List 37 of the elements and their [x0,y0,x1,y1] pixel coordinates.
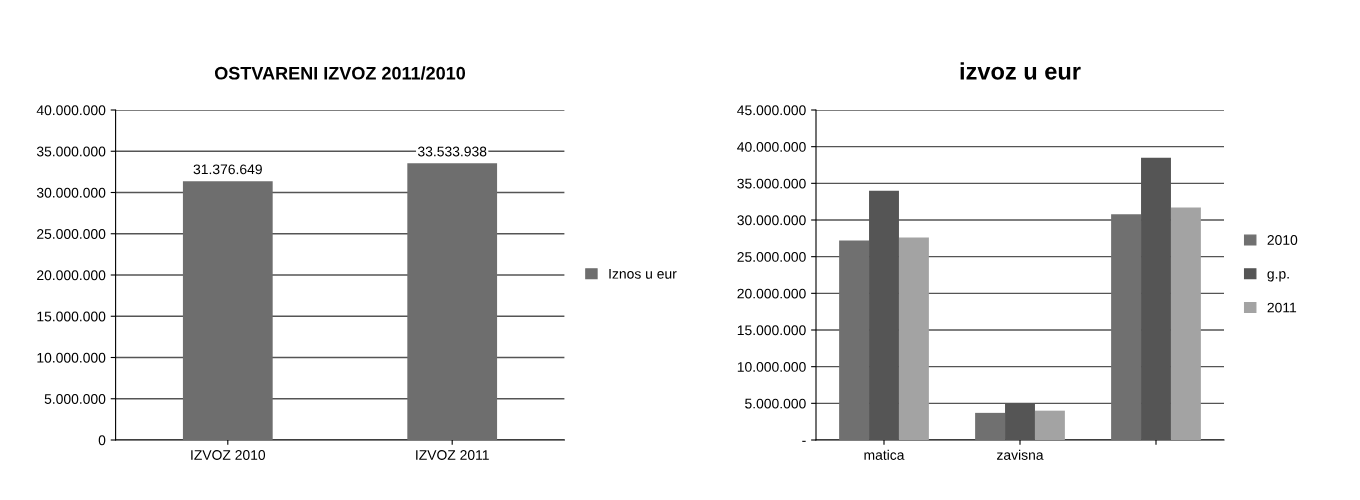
y-tick-label: 25.000.000 [37,229,106,239]
bar [1170,207,1201,440]
bar [839,240,870,440]
y-tick-label: 35.000.000 [737,178,806,189]
y-tick-label: 15.000.000 [37,311,106,322]
y-tick-label: 30.000.000 [36,187,106,198]
chart-title: OSTVARENI IZVOZ 2011/2010 [214,66,466,80]
x-tick-label: IZVOZ 2010 [191,450,266,460]
y-tick-label: 35.000.000 [36,146,106,157]
y-tick-label: 30.000.000 [737,215,806,226]
y-tick-label: - [802,440,806,442]
data-label: 31.376.649 [193,164,262,175]
y-tick-label: 10.000.000 [737,362,806,372]
y-tick-label: 20.000.000 [37,270,106,281]
legend-label: g.p. [1267,271,1289,282]
bar [898,237,929,440]
x-tick-label: zavisna [997,449,1044,460]
x-tick-label: matica [864,449,905,460]
bar [1111,214,1142,440]
data-label: 33.533.938 [417,146,487,157]
y-tick-label: 15.000.000 [737,325,806,336]
legend-label: 2011 [1267,302,1297,313]
y-tick-label: 5.000.000 [745,398,806,409]
bar [1034,410,1065,440]
bar [975,412,1006,440]
y-tick-label: 45.000.000 [737,105,806,116]
legend-label: 2010 [1267,235,1298,245]
y-tick-label: 25.000.000 [737,252,806,262]
chart-title: izvoz u eur [960,62,1081,80]
y-tick-label: 0 [98,435,106,446]
legend-label: Iznos u eur [609,269,677,279]
y-tick-label: 40.000.000 [36,105,106,116]
y-tick-label: 40.000.000 [737,142,806,152]
y-tick-label: 10.000.000 [37,352,106,363]
y-tick-label: 20.000.000 [737,288,806,299]
x-tick-label: IZVOZ 2011 [416,450,489,460]
y-tick-label: 5.000.000 [44,394,106,404]
